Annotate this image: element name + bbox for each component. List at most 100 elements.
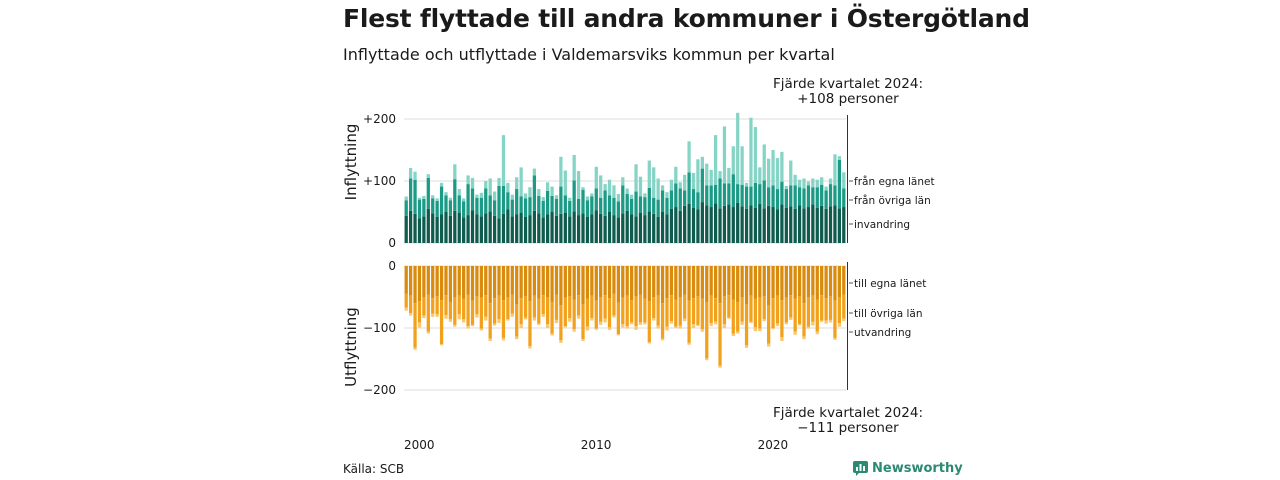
bar-utvandring [519,324,523,328]
bar-fran-egna-lanet [811,204,815,243]
bar-fran-egna-lanet [479,216,483,243]
bar-invandring [413,171,417,180]
bar-fran-ovriga-lan [718,178,722,209]
bar-till-ovriga-lan [510,294,514,314]
bar-till-egna-lanet [546,266,550,297]
bar-fran-ovriga-lan [674,183,678,208]
bar-utvandring [479,328,483,331]
bar-till-ovriga-lan [691,298,696,325]
bar-invandring [532,168,537,176]
x-tick-label: 2000 [404,438,435,452]
bar-invandring [780,151,784,182]
bar-till-ovriga-lan [576,295,581,316]
series-label-utvandring: utvandring [854,327,911,339]
bar-utvandring [696,324,700,327]
bar-fran-egna-lanet [572,211,576,243]
bar-fran-egna-lanet [744,208,749,243]
bar-invandring [404,196,408,201]
bar-fran-egna-lanet [762,208,766,243]
bar-till-ovriga-lan [616,302,620,335]
bar-fran-egna-lanet [629,214,634,243]
bar-invandring [762,144,766,181]
bar-till-ovriga-lan [727,295,731,318]
bar-fran-egna-lanet [537,213,541,243]
bar-invandring [731,146,735,175]
bar-till-egna-lanet [568,266,572,297]
bar-till-ovriga-lan [439,300,444,345]
bar-fran-egna-lanet [497,218,501,243]
bar-till-egna-lanet [775,266,780,296]
bar-till-ovriga-lan [484,295,488,317]
bar-fran-egna-lanet [541,217,545,243]
bar-fran-egna-lanet [492,215,497,243]
bar-till-ovriga-lan [820,295,824,321]
bar-fran-egna-lanet [599,213,603,243]
bar-fran-egna-lanet [691,207,696,243]
bar-invandring [422,195,426,199]
bar-invandring [833,154,837,186]
bar-till-ovriga-lan [775,295,780,324]
bar-till-ovriga-lan [749,295,753,322]
bar-till-egna-lanet [532,266,537,296]
bar-till-egna-lanet [488,266,492,304]
bar-fran-ovriga-lan [431,198,435,214]
bar-invandring [634,164,638,192]
bar-till-egna-lanet [537,266,541,299]
bar-invandring [656,178,660,200]
bar-utvandring [771,328,775,330]
bar-utvandring [603,318,607,323]
bar-fran-ovriga-lan [634,191,638,217]
series-label-invandring: invandring [854,219,910,231]
bar-till-ovriga-lan [842,294,846,319]
bar-till-ovriga-lan [559,305,563,341]
bar-utvandring [731,333,735,337]
bar-utvandring [789,317,793,320]
bar-fran-egna-lanet [727,204,731,243]
bar-invandring [426,174,430,178]
bar-till-egna-lanet [422,266,426,297]
bar-till-ovriga-lan [501,300,506,338]
bar-fran-ovriga-lan [519,196,523,213]
bar-fran-ovriga-lan [669,190,674,209]
bar-invandring [674,166,678,184]
bar-fran-egna-lanet [417,218,422,243]
bar-utvandring [833,337,837,340]
bar-till-egna-lanet [643,266,647,299]
y-tick-label: −200 [363,383,396,397]
bar-fran-egna-lanet [616,217,620,243]
bar-till-ovriga-lan [426,294,430,332]
bar-invandring [515,177,519,190]
bar-till-ovriga-lan [404,293,408,308]
bar-till-egna-lanet [603,266,607,296]
bar-utvandring [652,318,656,321]
bar-till-egna-lanet [466,266,470,295]
bar-till-ovriga-lan [638,294,643,323]
bar-fran-ovriga-lan [585,200,590,217]
bar-till-ovriga-lan [771,298,775,328]
bar-fran-egna-lanet [621,213,625,243]
bar-till-egna-lanet [687,266,691,301]
bar-till-ovriga-lan [643,298,647,323]
bar-invandring [722,126,727,184]
bar-fran-egna-lanet [523,216,528,243]
x-tick-label: 2010 [581,438,612,452]
bar-till-egna-lanet [417,266,422,302]
bar-till-egna-lanet [448,266,453,302]
bar-fran-ovriga-lan [559,186,563,214]
bar-utvandring [643,322,647,325]
bar-till-egna-lanet [696,266,700,297]
bar-invandring [775,158,780,190]
bar-fran-ovriga-lan [554,198,559,216]
bar-till-egna-lanet [599,266,603,297]
bar-till-egna-lanet [740,266,744,297]
bar-till-egna-lanet [652,266,656,297]
bar-fran-ovriga-lan [492,200,497,216]
bar-fran-ovriga-lan [523,198,528,217]
bar-till-ovriga-lan [767,305,771,344]
bar-till-egna-lanet [793,266,797,299]
bar-invandring [687,141,691,173]
bar-fran-ovriga-lan [466,184,470,216]
series-label-fran-egna-lanet: från egna länet [854,175,935,188]
